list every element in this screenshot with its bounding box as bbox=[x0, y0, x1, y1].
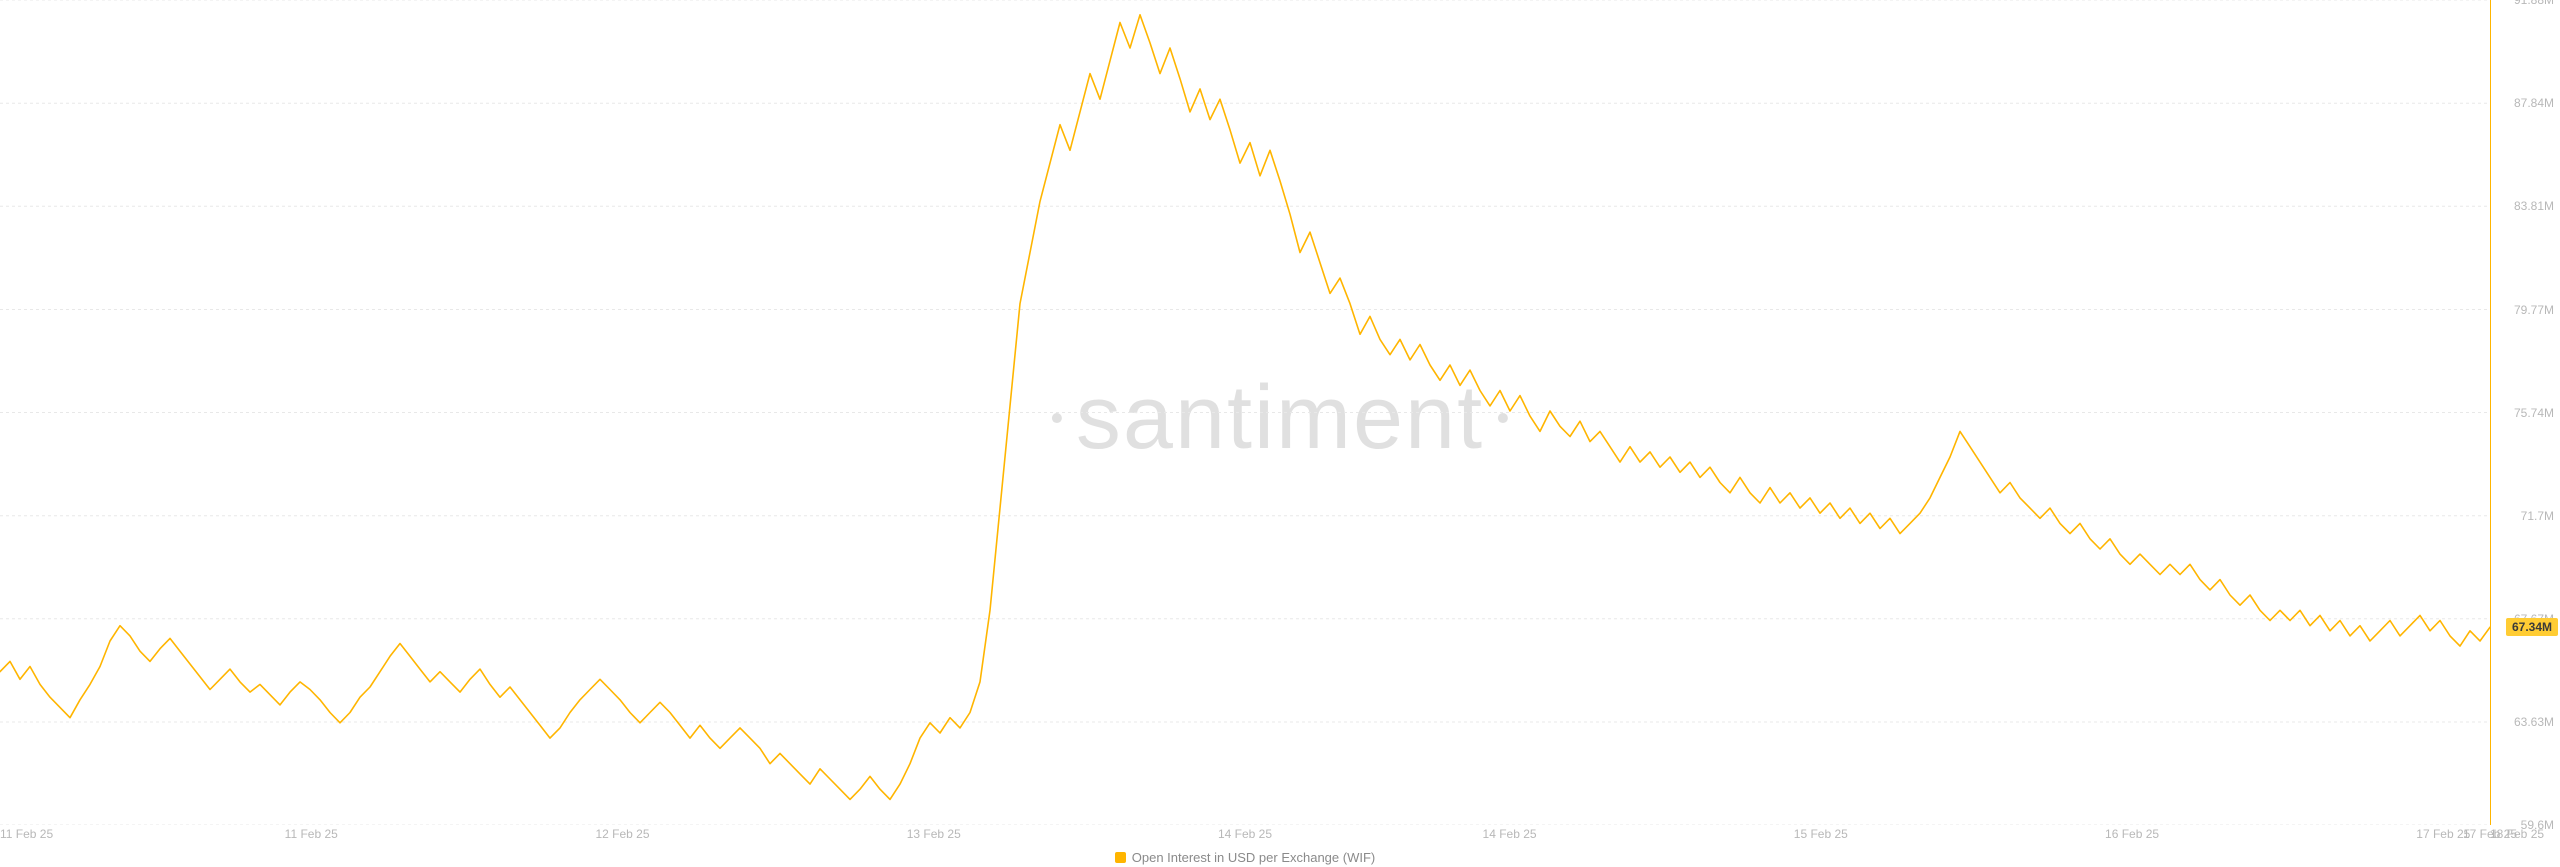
x-tick-label: 12 Feb 25 bbox=[595, 827, 649, 841]
y-axis-line bbox=[2490, 0, 2491, 825]
legend-swatch bbox=[1115, 852, 1126, 863]
x-tick-label: 11 Feb 25 bbox=[285, 827, 338, 841]
series-line bbox=[0, 15, 2490, 800]
legend: Open Interest in USD per Exchange (WIF) bbox=[0, 850, 2490, 865]
y-tick-label: 83.81M bbox=[2514, 199, 2554, 213]
chart-svg bbox=[0, 0, 2490, 825]
y-axis-ticks: 59.6M63.63M67.67M71.7M75.74M79.77M83.81M… bbox=[2492, 0, 2560, 825]
chart-container: santiment 59.6M63.63M67.67M71.7M75.74M79… bbox=[0, 0, 2560, 867]
x-tick-label: 16 Feb 25 bbox=[2105, 827, 2159, 841]
y-tick-label: 91.88M bbox=[2514, 0, 2554, 7]
y-tick-label: 87.84M bbox=[2514, 96, 2554, 110]
x-tick-label: 13 Feb 25 bbox=[907, 827, 961, 841]
y-tick-label: 71.7M bbox=[2521, 509, 2554, 523]
x-axis-ticks: 11 Feb 25 11 Feb 25 12 Feb 25 13 Feb 25 14 F… bbox=[0, 827, 2490, 843]
y-tick-label: 79.77M bbox=[2514, 303, 2554, 317]
legend-label: Open Interest in USD per Exchange (WIF) bbox=[1132, 850, 1375, 865]
x-tick-label: 18 Feb 25 bbox=[2490, 827, 2544, 841]
x-tick-label: 14 Feb 25 bbox=[1218, 827, 1272, 841]
y-tick-label: 63.63M bbox=[2514, 715, 2554, 729]
y-tick-label: 75.74M bbox=[2514, 406, 2554, 420]
x-tick-label: 11 Feb 25 bbox=[0, 827, 53, 841]
plot-area bbox=[0, 0, 2490, 825]
x-tick-label: 15 Feb 25 bbox=[1794, 827, 1848, 841]
x-tick-label: 14 Feb 25 bbox=[1483, 827, 1537, 841]
current-value-badge: 67.34M bbox=[2506, 618, 2558, 636]
